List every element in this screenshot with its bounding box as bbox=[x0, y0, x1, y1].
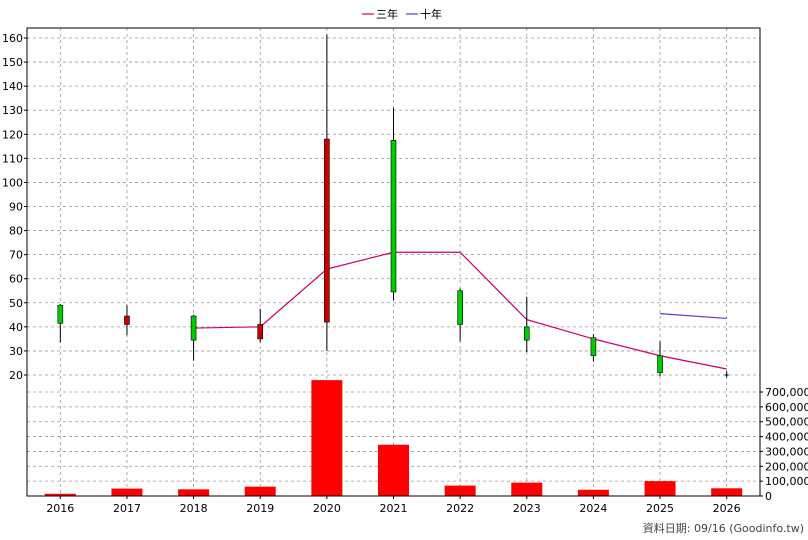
price-tick-label-1: 30 bbox=[9, 345, 23, 358]
price-tick-label-11: 130 bbox=[2, 104, 23, 117]
price-tick-label-7: 90 bbox=[9, 201, 23, 214]
volume-bar-2019 bbox=[244, 486, 276, 496]
volume-bar-2016 bbox=[44, 493, 76, 496]
volume-tick-label-3: 300,000 bbox=[765, 445, 808, 458]
legend: 三年 十年 bbox=[362, 7, 442, 21]
x-tick-label-2022: 2022 bbox=[446, 502, 474, 515]
x-tick-label-2023: 2023 bbox=[513, 502, 541, 515]
x-tick-label-2026: 2026 bbox=[713, 502, 741, 515]
x-tick-label-2017: 2017 bbox=[113, 502, 141, 515]
candle-body-2019 bbox=[257, 324, 264, 340]
price-tick-label-14: 160 bbox=[2, 32, 23, 45]
volume-tick-label-6: 600,000 bbox=[765, 401, 808, 414]
volume-bars bbox=[44, 380, 743, 496]
volume-tick-label-2: 200,000 bbox=[765, 460, 808, 473]
volume-tick-label-1: 100,000 bbox=[765, 475, 808, 488]
price-tick-label-6: 80 bbox=[9, 225, 23, 238]
price-tick-label-12: 140 bbox=[2, 80, 23, 93]
x-tick-label-2019: 2019 bbox=[246, 502, 274, 515]
price-tick-label-10: 120 bbox=[2, 128, 23, 141]
price-axis: 20 30 40 50 60 70 80 90 100 110 120 130 140 150 160 bbox=[2, 32, 27, 382]
volume-tick-label-4: 400,000 bbox=[765, 431, 808, 444]
volume-bar-2020 bbox=[311, 380, 343, 496]
x-tick-label-2018: 2018 bbox=[180, 502, 208, 515]
candle-body-2024 bbox=[590, 337, 597, 357]
volume-tick-label-5: 500,000 bbox=[765, 416, 808, 429]
series-line-0 bbox=[193, 251, 727, 370]
legend-label-1: 十年 bbox=[420, 7, 442, 21]
volume-bar-2025 bbox=[644, 481, 676, 496]
candle-body-2018 bbox=[190, 315, 197, 341]
candle-body-2023 bbox=[523, 326, 530, 341]
volume-bar-2026 bbox=[711, 488, 743, 496]
x-tick-label-2025: 2025 bbox=[646, 502, 674, 515]
volume-bar-2017 bbox=[111, 488, 143, 496]
volume-bar-2024 bbox=[577, 489, 609, 496]
x-tick-label-2021: 2021 bbox=[380, 502, 408, 515]
price-tick-label-8: 100 bbox=[2, 176, 23, 189]
volume-tick-label-0: 0 bbox=[765, 490, 772, 503]
candle-body-2025 bbox=[657, 355, 663, 373]
footer-source: 資料日期: 09/16 (Goodinfo.tw) bbox=[643, 521, 804, 535]
volume-bar-2023 bbox=[511, 482, 543, 496]
x-tick-label-2020: 2020 bbox=[313, 502, 341, 515]
series-lines bbox=[193, 251, 727, 370]
price-tick-label-4: 60 bbox=[9, 273, 23, 286]
volume-tick-label-7: 700,000 bbox=[765, 386, 808, 399]
candles bbox=[57, 34, 729, 378]
price-tick-label-2: 40 bbox=[9, 321, 23, 334]
x-tick-label-2016: 2016 bbox=[46, 502, 74, 515]
price-tick-label-3: 50 bbox=[9, 297, 23, 310]
volume-bar-2021 bbox=[378, 444, 409, 496]
price-tick-label-0: 20 bbox=[9, 369, 23, 382]
candle-body-2017 bbox=[124, 315, 130, 325]
price-tick-label-9: 110 bbox=[2, 152, 23, 165]
volume-bar-2018 bbox=[178, 489, 210, 496]
candle-body-2016 bbox=[57, 304, 64, 324]
volume-bar-2022 bbox=[444, 485, 476, 496]
candle-body-2020 bbox=[324, 138, 330, 323]
candle-body-2022 bbox=[457, 290, 463, 325]
price-tick-label-5: 70 bbox=[9, 249, 23, 262]
x-axis: 2016 2017 2018 2019 2020 2021 2022 2023 2024 2025… bbox=[46, 496, 741, 515]
candle-body-2021 bbox=[390, 140, 397, 293]
x-tick-label-2024: 2024 bbox=[579, 502, 607, 515]
price-tick-label-13: 150 bbox=[2, 56, 23, 69]
series-line-1 bbox=[660, 313, 727, 320]
legend-label-0: 三年 bbox=[376, 7, 398, 21]
